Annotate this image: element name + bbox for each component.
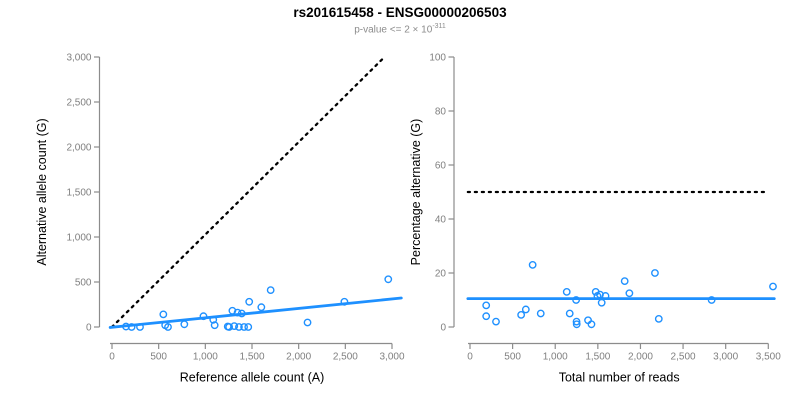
data-point bbox=[601, 292, 610, 300]
data-point bbox=[707, 296, 716, 304]
data-point bbox=[244, 323, 253, 331]
x-tick-label: 0 bbox=[467, 352, 473, 363]
figure-header: rs201615458 - ENSG00000206503 p-value <=… bbox=[0, 5, 800, 35]
data-point bbox=[233, 308, 242, 317]
data-point bbox=[651, 269, 659, 277]
y-tick-label: 100 bbox=[429, 53, 446, 64]
identity-line bbox=[110, 55, 386, 329]
data-point bbox=[384, 275, 393, 284]
data-point bbox=[769, 282, 777, 291]
data-point bbox=[492, 317, 500, 326]
x-tick-label: 500 bbox=[150, 352, 167, 363]
x-tick-label: 3,000 bbox=[713, 352, 738, 363]
data-point bbox=[482, 312, 491, 321]
data-point bbox=[303, 318, 312, 327]
data-point bbox=[257, 303, 266, 312]
subtitle-text: p-value <= 2 × 10 bbox=[354, 24, 433, 36]
data-point bbox=[597, 298, 606, 307]
y-tick-label: 40 bbox=[435, 215, 447, 226]
x-axis-title: Total number of reads bbox=[559, 371, 680, 385]
data-point bbox=[237, 309, 246, 318]
data-point bbox=[127, 323, 136, 331]
data-point bbox=[517, 310, 526, 319]
data-point bbox=[209, 315, 218, 324]
x-tick-label: 1,500 bbox=[585, 352, 610, 363]
data-point bbox=[536, 309, 545, 318]
x-tick-label: 3,500 bbox=[756, 352, 781, 363]
data-point bbox=[245, 297, 254, 306]
data-point bbox=[528, 260, 537, 269]
y-tick-label: 20 bbox=[435, 269, 447, 280]
x-tick-label: 2,000 bbox=[628, 352, 653, 363]
x-axis-title: Reference allele count (A) bbox=[180, 371, 325, 385]
data-point bbox=[572, 296, 581, 304]
data-point bbox=[654, 314, 663, 323]
y-tick-label: 1,000 bbox=[66, 233, 91, 244]
y-tick-label: 2,000 bbox=[66, 143, 91, 154]
data-point bbox=[572, 320, 581, 329]
data-point bbox=[180, 320, 189, 329]
y-tick-label: 2,500 bbox=[66, 98, 91, 109]
x-tick-label: 1,000 bbox=[193, 352, 218, 363]
x-tick-label: 2,500 bbox=[671, 352, 696, 363]
data-point bbox=[625, 289, 634, 298]
subtitle-exponent: -311 bbox=[432, 23, 446, 30]
x-tick-label: 1,000 bbox=[543, 352, 568, 363]
data-point bbox=[340, 297, 349, 306]
data-point bbox=[482, 301, 491, 310]
x-tick-label: 1,500 bbox=[239, 352, 264, 363]
data-point bbox=[521, 305, 530, 314]
data-point bbox=[159, 310, 168, 319]
y-tick-label: 0 bbox=[86, 323, 92, 334]
y-axis-title: Percentage alternative (G) bbox=[409, 119, 423, 266]
y-tick-label: 80 bbox=[435, 107, 447, 118]
y-tick-label: 1,500 bbox=[66, 188, 91, 199]
chart-title: rs201615458 - ENSG00000206503 bbox=[293, 5, 507, 20]
data-point bbox=[572, 317, 581, 326]
data-point bbox=[587, 320, 596, 329]
data-point bbox=[164, 323, 172, 331]
data-point bbox=[235, 323, 243, 331]
y-tick-label: 500 bbox=[75, 278, 92, 289]
data-point bbox=[228, 306, 237, 315]
x-tick-label: 3,000 bbox=[379, 352, 404, 363]
data-point bbox=[199, 312, 208, 321]
data-point bbox=[210, 321, 219, 330]
x-tick-label: 2,000 bbox=[286, 352, 311, 363]
data-point bbox=[620, 277, 629, 285]
data-point bbox=[240, 323, 248, 331]
data-point bbox=[562, 287, 571, 296]
y-tick-label: 0 bbox=[440, 323, 446, 334]
data-point bbox=[122, 322, 130, 331]
left-scatter-panel: 0 500 1,000 1,500 2,000 2,500 3,000 0 500 1,000 1,… bbox=[35, 53, 405, 385]
y-tick-label: 3,000 bbox=[66, 53, 91, 64]
right-scatter-panel: 0 20 40 60 80 100 0 500 1,000 1,500 2,000 2,500 3,00… bbox=[409, 53, 781, 385]
x-tick-label: 0 bbox=[109, 352, 115, 363]
data-point bbox=[565, 309, 574, 318]
x-tick-label: 2,500 bbox=[333, 352, 358, 363]
chart-subtitle: p-value <= 2 × 10-311 bbox=[0, 23, 800, 35]
data-point bbox=[225, 323, 234, 331]
regression-line bbox=[108, 296, 403, 329]
y-axis-title: Alternative allele count (G) bbox=[35, 118, 49, 265]
x-tick-label: 500 bbox=[504, 352, 521, 363]
data-point bbox=[266, 286, 275, 294]
data-point bbox=[230, 322, 239, 330]
y-tick-label: 60 bbox=[435, 161, 447, 172]
data-point bbox=[136, 323, 144, 331]
